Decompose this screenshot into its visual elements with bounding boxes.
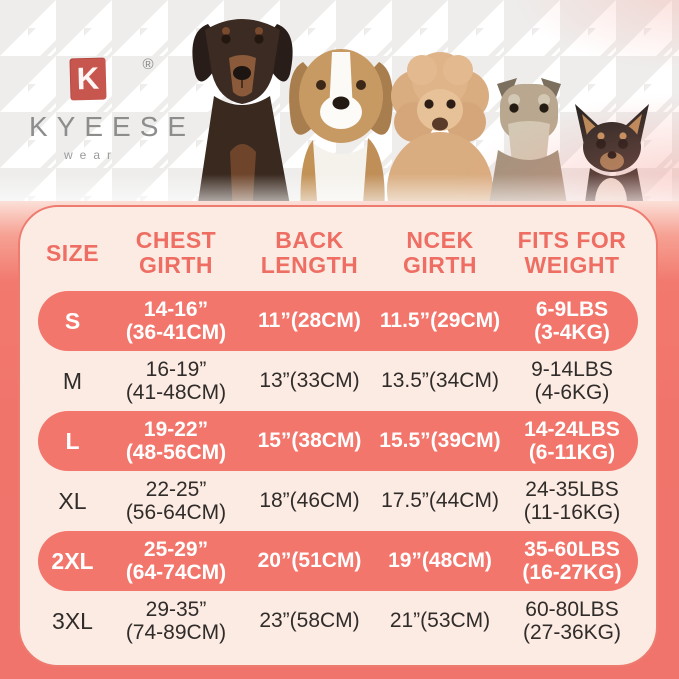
- logo-k-icon: K: [68, 57, 107, 101]
- chest-girth-value: 16-19” (41-48CM): [125, 357, 227, 405]
- weight-value: 6-9LBS (3-4KG): [534, 297, 610, 345]
- back-length-value: 20”(51CM): [257, 549, 362, 572]
- column-header-fits-for-weight: FITS FOR WEIGHT: [517, 227, 627, 278]
- back-length-value: 23”(58CM): [259, 609, 360, 632]
- column-header-back-length: BACK LENGTH: [260, 227, 359, 278]
- size-chart-panel: SIZE CHEST GIRTH BACK LENGTH NCEK GIRTH …: [18, 205, 658, 667]
- brand-name: KYEESE: [29, 111, 196, 142]
- brand-tagline: wear: [63, 148, 118, 162]
- chest-girth-value: 14-16” (36-41CM): [125, 297, 227, 345]
- table-row-size-xl: XL 22-25” (56-64CM) 18”(46CM) 17.5”(44CM)…: [38, 471, 638, 531]
- weight-value: 35-60LBS (16-27KG): [522, 537, 622, 585]
- neck-girth-value: 21”(53CM): [389, 609, 491, 632]
- column-header-size: SIZE: [45, 239, 100, 266]
- back-length-value: 11”(28CM): [258, 309, 361, 332]
- table-row-size-2xl: 2XL 25-29” (64-74CM) 20”(51CM) 19”(48CM) …: [38, 531, 638, 591]
- neck-girth-value: 11.5”(29CM): [379, 309, 501, 332]
- photo-banner: K ® KYEESE wear: [0, 0, 679, 216]
- table-row-size-3xl: 3XL 29-35” (74-89CM) 23”(58CM) 21”(53CM) …: [38, 591, 638, 651]
- chest-girth-value: 25-29” (64-74CM): [125, 537, 227, 585]
- neck-girth-value: 19”(48CM): [388, 549, 492, 572]
- weight-value: 9-14LBS (4-6KG): [531, 357, 613, 405]
- neck-girth-value: 13.5”(34CM): [381, 369, 499, 392]
- chest-girth-value: 29-35” (74-89CM): [125, 597, 227, 645]
- registered-trademark-icon: ®: [142, 56, 154, 73]
- back-length-value: 18”(46CM): [259, 489, 360, 512]
- table-row-size-s: S 14-16” (36-41CM) 11”(28CM) 11.5”(29CM) …: [38, 291, 638, 351]
- weight-value: 24-35LBS (11-16KG): [523, 477, 621, 525]
- table-row-size-l: L 19-22” (48-56CM) 15”(38CM) 15.5”(39CM) …: [38, 411, 638, 471]
- table-row-size-m: M 16-19” (41-48CM) 13”(33CM) 13.5”(34CM) …: [38, 351, 638, 411]
- brand-logo: K ® KYEESE wear: [20, 56, 196, 162]
- column-header-chest-girth: CHEST GIRTH: [135, 227, 217, 278]
- size-value: XL: [58, 487, 87, 514]
- neck-girth-value: 17.5”(44CM): [381, 489, 499, 512]
- back-length-value: 13”(33CM): [259, 369, 360, 392]
- column-header-neck-girth: NCEK GIRTH: [402, 227, 478, 278]
- size-chart-header-row: SIZE CHEST GIRTH BACK LENGTH NCEK GIRTH …: [38, 221, 638, 285]
- size-value: S: [64, 307, 81, 334]
- size-value: L: [65, 427, 80, 454]
- chest-girth-value: 22-25” (56-64CM): [125, 477, 227, 525]
- chest-girth-value: 19-22” (48-56CM): [125, 417, 227, 465]
- weight-value: 14-24LBS (6-11KG): [524, 417, 620, 465]
- size-value: 3XL: [52, 607, 93, 634]
- back-length-value: 15”(38CM): [257, 429, 362, 452]
- size-value: M: [62, 367, 83, 394]
- size-value: 2XL: [51, 547, 94, 574]
- neck-girth-value: 15.5”(39CM): [379, 429, 501, 452]
- weight-value: 60-80LBS (27-36KG): [522, 597, 622, 645]
